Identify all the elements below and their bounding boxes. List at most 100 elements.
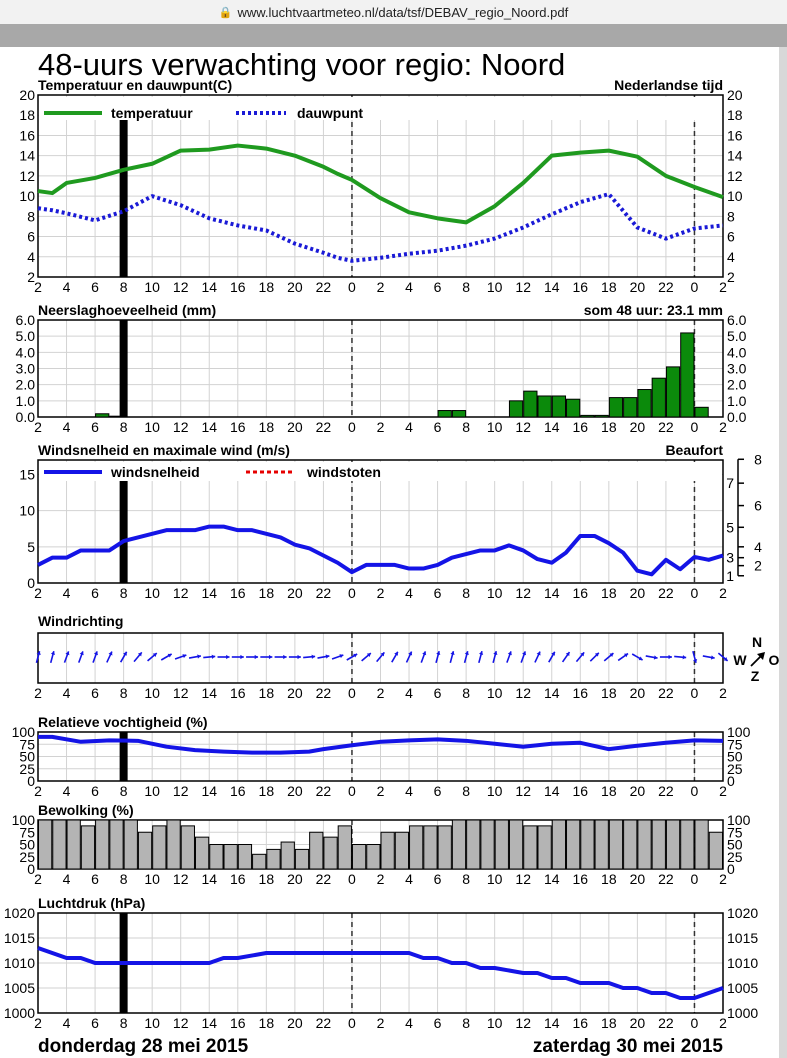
cloud-bar: [66, 819, 81, 870]
beaufort-tick-label: 6: [754, 498, 762, 514]
wind-arrow-head: [464, 651, 469, 656]
x-tick-label: 18: [601, 279, 617, 295]
wind-arrow-head: [536, 651, 541, 656]
beaufort-tick-label: 2: [754, 558, 762, 574]
cloud-bar: [651, 819, 666, 870]
wind-arrow: [435, 650, 441, 664]
y-tick-label: 4: [27, 249, 35, 265]
x-tick-label: 14: [544, 871, 560, 887]
pressure-line: [37, 946, 724, 1000]
y-tick-label-right: 4.0: [727, 344, 747, 360]
wind-arrow-head: [197, 654, 201, 659]
x-tick-label: 4: [63, 585, 71, 601]
legend-box: [39, 462, 722, 481]
plot-frame: [37, 319, 724, 418]
panel-title: Bewolking (%): [38, 802, 134, 818]
url-text: www.luchtvaartmeteo.nl/data/tsf/DEBAV_re…: [237, 4, 569, 20]
pdf-page: [0, 47, 787, 1058]
x-tick-label: 14: [201, 871, 217, 887]
current-time-marker: [119, 481, 128, 583]
cloud-bar: [351, 844, 367, 870]
dewpoint-line: [37, 192, 724, 263]
y-tick-label: 5: [27, 539, 35, 555]
wind-arrow: [391, 651, 399, 663]
wind-arrow: [534, 651, 541, 663]
wind-arrow: [561, 651, 571, 663]
wind-arrow-head: [479, 651, 484, 656]
precipitation-bar: [451, 410, 467, 418]
y-tick-label-right: 4: [727, 249, 735, 265]
x-tick-label: 8: [462, 419, 470, 435]
x-tick-label: 20: [287, 1015, 303, 1031]
y-tick-label: 6.0: [16, 312, 36, 328]
x-tick-label: 6: [434, 419, 442, 435]
wind-arrow: [119, 651, 128, 663]
x-tick-label: 0: [348, 1015, 356, 1031]
x-tick-label: 16: [573, 419, 589, 435]
wind-arrow: [692, 650, 698, 664]
cloud-bar: [152, 825, 167, 870]
page-scroll-edge[interactable]: [779, 47, 787, 1058]
cloud-bar: [223, 844, 238, 870]
temperature-panel: Temperatuur en dauwpunt(C) Nederlandse ti…: [19, 77, 742, 295]
legend-temperature-label: temperatuur: [111, 105, 193, 121]
x-tick-label: 14: [201, 585, 217, 601]
x-tick-label: 10: [144, 1015, 160, 1031]
cloud-bar: [694, 819, 709, 870]
wind-arrow-head: [50, 651, 56, 656]
legend-box: [39, 97, 722, 120]
cloud-bar: [309, 831, 324, 870]
panel-title: Relatieve vochtigheid (%): [38, 714, 208, 730]
x-tick-label: 8: [120, 419, 128, 435]
y-tick-label: 75: [19, 736, 35, 752]
lock-icon: 🔒: [218, 6, 233, 19]
wind-arrow-head: [408, 651, 413, 656]
x-tick-label: 18: [601, 419, 617, 435]
wind-arrow: [346, 653, 358, 661]
browser-url-bar[interactable]: 🔒 www.luchtvaartmeteo.nl/data/tsf/DEBAV_…: [0, 0, 787, 24]
x-tick-label: 10: [144, 585, 160, 601]
x-tick-label: 18: [601, 871, 617, 887]
beaufort-tick-label: 7: [726, 475, 734, 491]
x-tick-label: 14: [201, 419, 217, 435]
x-tick-label: 8: [462, 279, 470, 295]
x-tick-label: 6: [91, 585, 99, 601]
beaufort-tick-label: 4: [754, 539, 762, 555]
beaufort-tick-label: 1: [726, 568, 734, 584]
x-tick-label: 8: [120, 279, 128, 295]
wind-arrow-head: [436, 651, 441, 656]
x-tick-label: 8: [120, 871, 128, 887]
x-tick-label: 16: [230, 871, 246, 887]
x-tick-label: 20: [630, 685, 646, 701]
wind-arrow: [702, 655, 715, 660]
precipitation-bar: [437, 410, 452, 418]
wind-arrow: [160, 653, 173, 661]
y-tick-label: 1020: [4, 905, 35, 921]
x-tick-label: 2: [377, 419, 385, 435]
x-tick-label: 8: [462, 685, 470, 701]
cloud-bar: [394, 831, 410, 870]
current-time-marker: [119, 120, 128, 277]
cloud-bar: [494, 819, 509, 870]
wind-arrow: [631, 653, 643, 661]
x-tick-label: 20: [287, 419, 303, 435]
y-tick-label: 20: [19, 87, 35, 103]
cloud-bar: [437, 825, 452, 870]
x-tick-label: 22: [316, 1015, 332, 1031]
cloud-bar: [280, 841, 295, 870]
x-tick-label: 12: [173, 871, 189, 887]
plot-frame: [37, 912, 724, 1014]
x-tick-label: 16: [230, 279, 246, 295]
x-tick-label: 18: [259, 1015, 275, 1031]
x-tick-label: 12: [515, 685, 531, 701]
x-tick-label: 14: [544, 279, 560, 295]
wind-arrow-head: [580, 652, 585, 657]
beaufort-tick-label: 5: [726, 519, 734, 535]
wind-arrow: [35, 650, 41, 664]
x-tick-label: 2: [377, 871, 385, 887]
cloud-bar: [423, 825, 438, 870]
y-tick-label-right: 10: [727, 188, 743, 204]
wind-arrow: [63, 651, 70, 663]
wind-arrow: [147, 652, 158, 662]
